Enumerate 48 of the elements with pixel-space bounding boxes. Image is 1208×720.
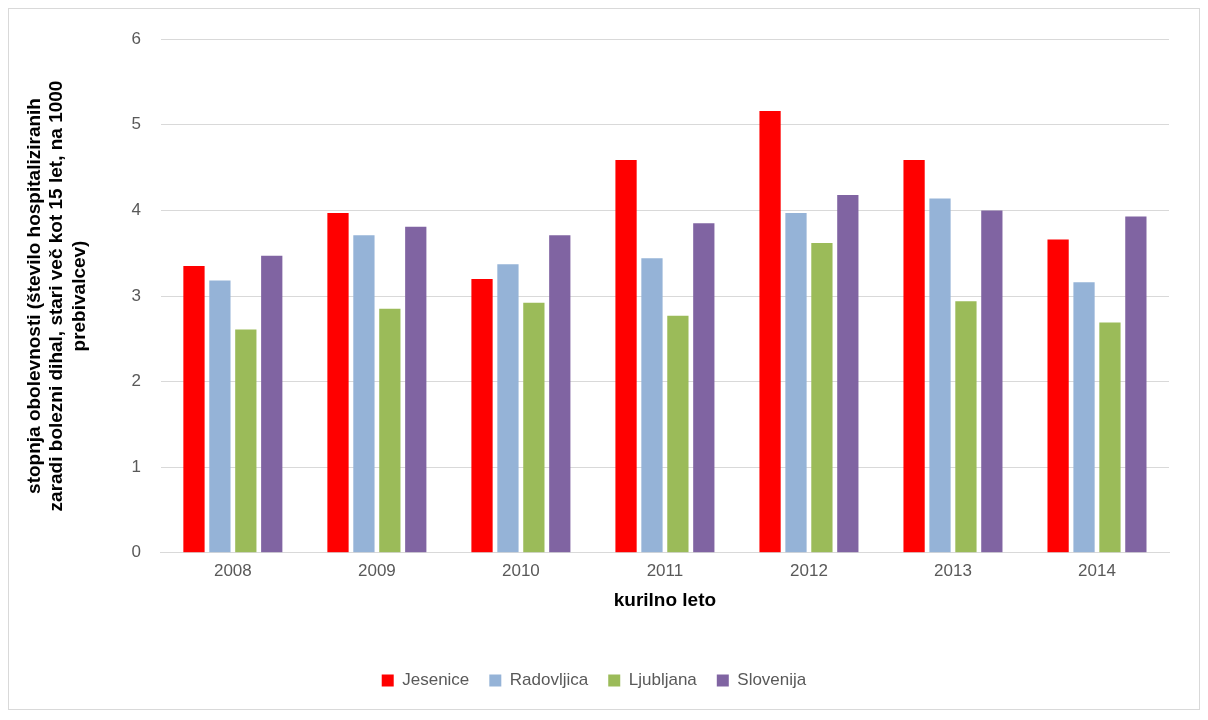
x-tick-label: 2014 — [1078, 560, 1116, 580]
y-tick-label: 1 — [131, 456, 141, 476]
y-tick-label: 5 — [131, 114, 141, 134]
bar — [209, 280, 231, 553]
bar — [929, 198, 951, 553]
bar — [837, 194, 859, 553]
bar — [955, 301, 977, 553]
bar — [981, 210, 1003, 553]
bar — [1099, 322, 1121, 553]
legend-label: Jesenice — [402, 670, 470, 690]
bar — [261, 255, 283, 553]
legend-label: Ljubljana — [628, 670, 698, 690]
y-tick-label: 2 — [131, 371, 141, 391]
bar — [379, 308, 401, 553]
x-axis-title: kurilno leto — [613, 588, 717, 610]
y-tick-label: 4 — [131, 200, 141, 220]
bar — [811, 242, 833, 553]
bar — [327, 212, 349, 553]
y-axis-title: stopnja obolevnosti (število hospitaliziranih zaradi bolezni dihal, stari več kot 15 let, na 1000 prebivalcev) — [22, 80, 90, 512]
bar — [1073, 282, 1095, 553]
bar — [235, 329, 257, 553]
bar — [785, 212, 807, 553]
x-tick-label: 2013 — [934, 560, 972, 580]
x-tick-label: 2010 — [501, 560, 540, 580]
bar — [615, 159, 637, 553]
bar — [693, 223, 715, 553]
bar — [903, 159, 925, 553]
bar — [405, 226, 427, 553]
bar — [1125, 216, 1147, 553]
bar — [667, 315, 689, 553]
y-tick-label: 6 — [131, 28, 141, 48]
x-tick-label: 2008 — [213, 560, 252, 580]
bar — [497, 264, 519, 553]
bar — [471, 278, 493, 553]
legend-label: Radovljica — [509, 670, 589, 690]
x-tick-label: 2009 — [357, 560, 396, 580]
y-tick-label: 3 — [131, 285, 141, 305]
bar — [523, 302, 545, 553]
x-tick-label: 2012 — [790, 560, 828, 580]
y-tick-label: 0 — [131, 542, 141, 562]
legend-label: Slovenija — [737, 670, 807, 690]
bar — [1047, 239, 1069, 553]
bar — [353, 235, 375, 553]
x-tick-label: 2011 — [646, 560, 684, 580]
bar — [641, 258, 663, 553]
bar — [759, 111, 781, 553]
bar — [549, 235, 571, 553]
bar — [183, 266, 205, 553]
